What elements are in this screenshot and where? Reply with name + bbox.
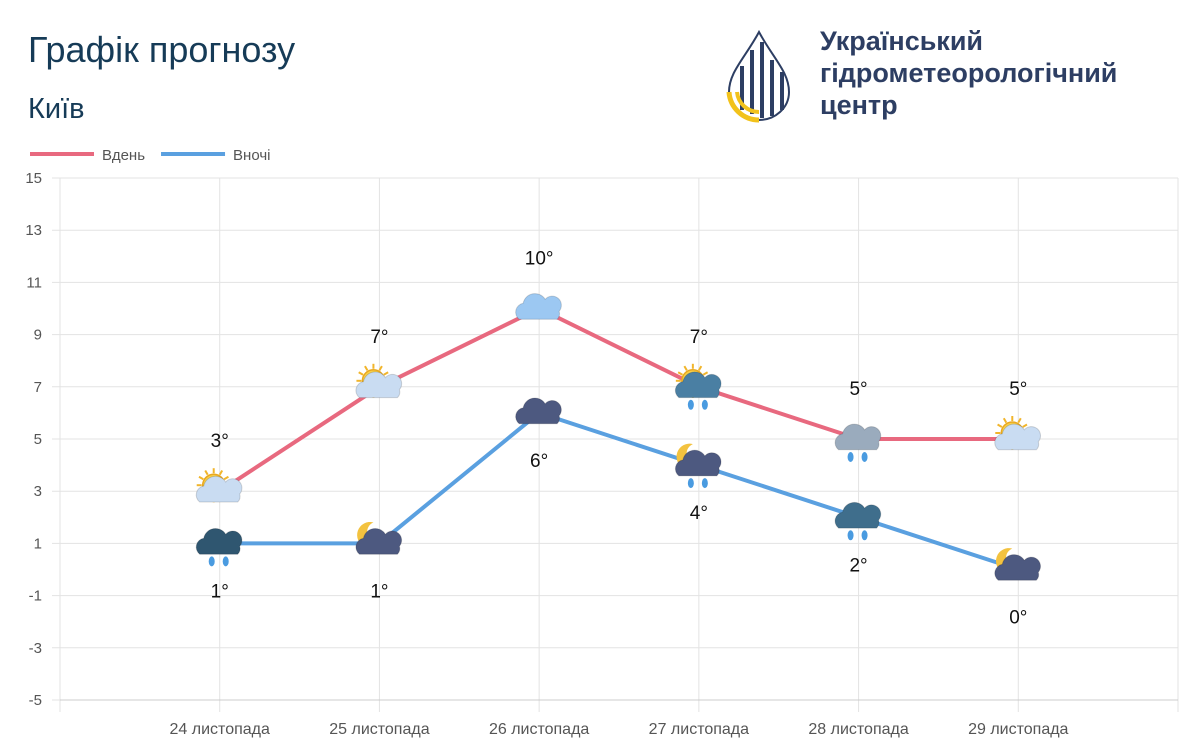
weather-icon <box>515 293 562 320</box>
sun-ray <box>378 365 383 371</box>
sun-ray <box>1002 417 1008 424</box>
rain-drop <box>687 478 694 489</box>
x-tick-label: 24 листопада <box>170 721 270 738</box>
cloud <box>834 423 882 451</box>
sun-ray <box>198 475 204 481</box>
sun-ray <box>697 365 703 371</box>
x-tick-label: 25 листопада <box>329 721 429 738</box>
weather-icon <box>195 528 243 567</box>
cloud <box>674 371 722 399</box>
cloud <box>195 528 243 555</box>
weather-icon <box>834 423 882 462</box>
weather-icon <box>674 363 722 410</box>
weather-icon <box>355 363 403 399</box>
cloud <box>515 293 562 320</box>
sun-ray <box>364 365 369 371</box>
logo-text: Український <box>820 26 983 56</box>
cloud <box>834 501 882 529</box>
y-tick-label: 5 <box>34 431 42 448</box>
rain-drop <box>222 556 229 567</box>
y-tick-label: 11 <box>26 274 42 291</box>
cloud <box>674 449 722 477</box>
rain-drop <box>208 556 215 567</box>
sun-ray <box>358 371 364 376</box>
y-tick-label: 3 <box>34 483 42 500</box>
sun-ray <box>683 365 688 371</box>
y-tick-label: -1 <box>29 588 42 605</box>
y-tick-label: 1 <box>34 535 42 552</box>
value-label: 7° <box>690 327 708 348</box>
sun-ray <box>204 469 209 476</box>
rain-drop <box>687 399 694 410</box>
y-tick-label: 13 <box>25 222 42 239</box>
value-label: 7° <box>370 327 388 348</box>
x-tick-label: 28 листопада <box>808 721 908 738</box>
value-label: 1° <box>370 581 388 602</box>
weather-icon <box>674 443 722 489</box>
cloud <box>355 528 403 555</box>
weather-icon <box>994 548 1041 581</box>
sun-ray <box>383 371 389 376</box>
value-label: 5° <box>1009 379 1027 400</box>
y-tick-label: 9 <box>34 327 42 344</box>
value-label: 0° <box>1009 608 1027 629</box>
value-label: 2° <box>849 555 867 576</box>
weather-icon <box>994 416 1041 451</box>
sun-ray <box>1017 417 1022 424</box>
y-tick-label: 7 <box>34 379 42 396</box>
logo-text: центр <box>820 90 898 120</box>
cloud <box>994 554 1041 581</box>
rain-drop <box>847 452 854 462</box>
rain-drop <box>847 530 854 541</box>
sun-ray <box>223 475 229 481</box>
series-line <box>218 306 1019 493</box>
sun-ray <box>702 371 709 376</box>
cloud <box>195 475 243 503</box>
y-tick-label: -5 <box>29 692 42 709</box>
value-label: 5° <box>849 379 867 400</box>
sun-ray <box>218 469 224 476</box>
page-title: Графік прогнозу <box>28 29 295 70</box>
value-label: 6° <box>530 451 548 472</box>
city-name: Київ <box>28 93 85 125</box>
rain-drop <box>861 452 868 462</box>
value-label: 10° <box>525 249 554 270</box>
logo: Український гідрометеорологічний центр <box>726 26 1117 123</box>
rain-drop <box>701 478 708 489</box>
value-label: 3° <box>211 431 229 452</box>
y-tick-label: -3 <box>29 640 42 657</box>
x-tick-label: 29 листопада <box>968 721 1068 738</box>
x-tick-label: 26 листопада <box>489 721 589 738</box>
cloud <box>994 423 1041 451</box>
legend-label[interactable]: Вночі <box>233 147 270 164</box>
y-tick-label: 15 <box>25 170 42 187</box>
series-line <box>219 410 1019 572</box>
weather-icon <box>355 521 403 555</box>
x-tick-label: 27 листопада <box>649 721 749 738</box>
weather-icon <box>834 501 882 541</box>
cloud <box>515 397 562 425</box>
sun-ray <box>997 423 1003 428</box>
rain-drop <box>701 399 708 410</box>
value-label: 4° <box>690 503 708 524</box>
rain-drop <box>861 530 868 541</box>
value-label: 1° <box>211 581 229 602</box>
sun-ray <box>1022 423 1028 428</box>
weather-icon <box>195 468 243 503</box>
sun-ray <box>677 371 683 376</box>
legend-label[interactable]: Вдень <box>102 147 145 164</box>
weather-icon <box>515 397 562 425</box>
logo-text: гідрометеорологічний <box>820 58 1117 88</box>
cloud <box>355 371 403 399</box>
